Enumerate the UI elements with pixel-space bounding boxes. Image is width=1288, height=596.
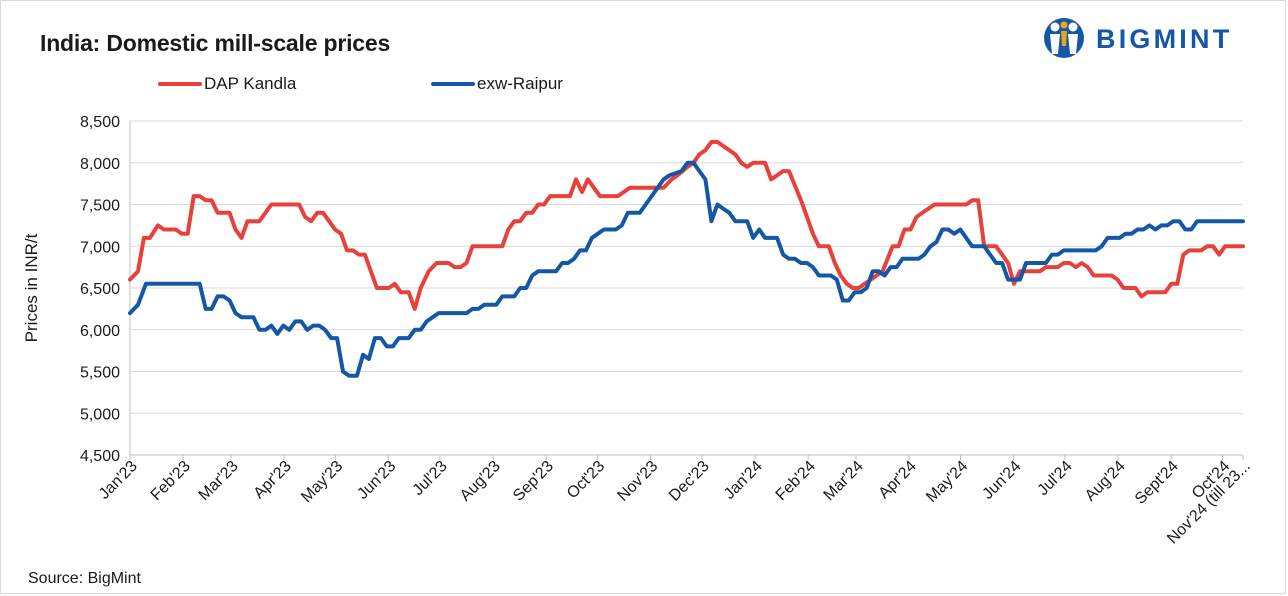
y-tick-label: 7,500 [80, 198, 120, 215]
x-tick-label: Jan'24 [721, 458, 766, 503]
chart-title: India: Domestic mill-scale prices [40, 30, 391, 56]
y-tick-label: 7,000 [80, 239, 120, 256]
legend-item-dap-kandla: DAP Kandla [158, 74, 296, 94]
x-tick-label: Jun'23 [354, 458, 399, 503]
x-tick-label: May'24 [923, 458, 971, 506]
x-tick-label: Feb'24 [773, 458, 819, 504]
x-tick-label: Mar'23 [196, 458, 242, 504]
y-tick-label: 6,000 [80, 323, 120, 340]
x-tick-label: Dec'23 [666, 458, 713, 505]
source-note: Source: BigMint [28, 570, 141, 587]
y-tick-label: 8,000 [80, 156, 120, 173]
x-tick-label: Apr'24 [876, 458, 920, 502]
x-tick-label: Oct'23 [564, 458, 608, 502]
legend-swatch-dap-kandla [158, 82, 202, 86]
bigmint-logo: BIGMINT [1040, 16, 1272, 60]
x-tick-label: May'23 [298, 458, 346, 506]
x-tick-label: Apr'23 [250, 458, 294, 502]
x-tick-label: Mar'24 [821, 458, 867, 504]
x-tick-label: Nov'23 [614, 458, 661, 505]
x-tick-label: Jul'24 [1035, 458, 1076, 499]
x-tick-label: Sep'23 [510, 458, 557, 505]
x-tick-label: Aug'23 [457, 458, 504, 505]
y-tick-label: 6,500 [80, 281, 120, 298]
series-line-dap-kandla [128, 139, 1245, 311]
y-tick-label: 4,500 [80, 448, 120, 465]
legend-item-exw-raipur: exw-Raipur [431, 74, 563, 94]
x-tick-label: Feb'23 [148, 458, 194, 504]
y-tick-label: 5,000 [80, 406, 120, 423]
logo-text: BIGMINT [1096, 24, 1233, 54]
chart-legend: DAP Kandla exw-Raipur [0, 74, 1288, 98]
legend-swatch-exw-raipur [431, 82, 475, 86]
x-tick-label: Jul'23 [410, 458, 451, 499]
legend-label-dap-kandla: DAP Kandla [204, 74, 297, 93]
y-axis-label: Prices in INR/t [22, 233, 41, 342]
y-tick-label: 8,500 [80, 114, 120, 131]
x-tick-label: Sept'24 [1132, 458, 1182, 508]
y-tick-label: 5,500 [80, 365, 120, 382]
series-line-exw-raipur [128, 160, 1245, 378]
x-tick-label: Jun'24 [979, 458, 1024, 503]
bigmint-people-icon [1044, 18, 1084, 58]
x-tick-label: Aug'24 [1082, 458, 1129, 505]
legend-label-exw-raipur: exw-Raipur [477, 74, 563, 93]
